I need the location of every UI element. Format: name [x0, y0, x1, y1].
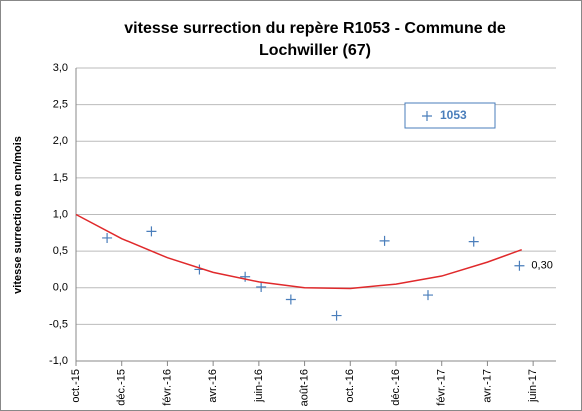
legend-box — [404, 102, 496, 129]
trendline — [75, 213, 522, 290]
marker — [256, 282, 267, 293]
y-tick-label: 0,5 — [53, 245, 68, 257]
legend-label: 1053 — [440, 108, 467, 122]
marker — [331, 310, 342, 321]
x-tick-label: août-16 — [298, 369, 310, 406]
y-tick-label: 3,0 — [53, 62, 68, 74]
y-tick-label: 0,0 — [53, 282, 68, 294]
x-tick-label: avr.-17 — [481, 369, 493, 403]
x-tick-label: juin-17 — [527, 369, 539, 403]
marker — [514, 260, 525, 271]
x-tick-label: déc.-15 — [116, 369, 128, 406]
x-tick-label: avr.-16 — [207, 369, 219, 403]
marker — [146, 226, 157, 237]
y-tick-label: 1,5 — [53, 172, 68, 184]
x-tick-label: juin-16 — [253, 369, 265, 403]
chart-title: vitesse surrection du repère R1053 - Com… — [124, 20, 506, 59]
x-tick-label: oct.-16 — [344, 369, 356, 403]
marker — [102, 232, 113, 243]
x-tick-label: févr.-16 — [161, 369, 173, 406]
x-tick-label: oct.-15 — [70, 369, 82, 403]
data-label: 0,30 — [531, 260, 552, 272]
x-tick-label: févr.-17 — [436, 369, 448, 406]
x-tick-label: déc.-16 — [390, 369, 402, 406]
marker — [285, 294, 296, 305]
legend-marker — [422, 111, 432, 121]
marker — [379, 235, 390, 246]
y-axis-label: vitesse surrection en cm/mois — [12, 136, 24, 294]
marker — [468, 236, 479, 247]
y-tick-label: -0,5 — [49, 318, 68, 330]
y-tick-label: 1,0 — [53, 208, 68, 220]
y-tick-label: 2,0 — [53, 135, 68, 147]
y-tick-label: 2,5 — [53, 99, 68, 111]
marker — [423, 290, 433, 301]
y-tick-label: -1,0 — [49, 355, 68, 367]
marker — [240, 271, 251, 282]
